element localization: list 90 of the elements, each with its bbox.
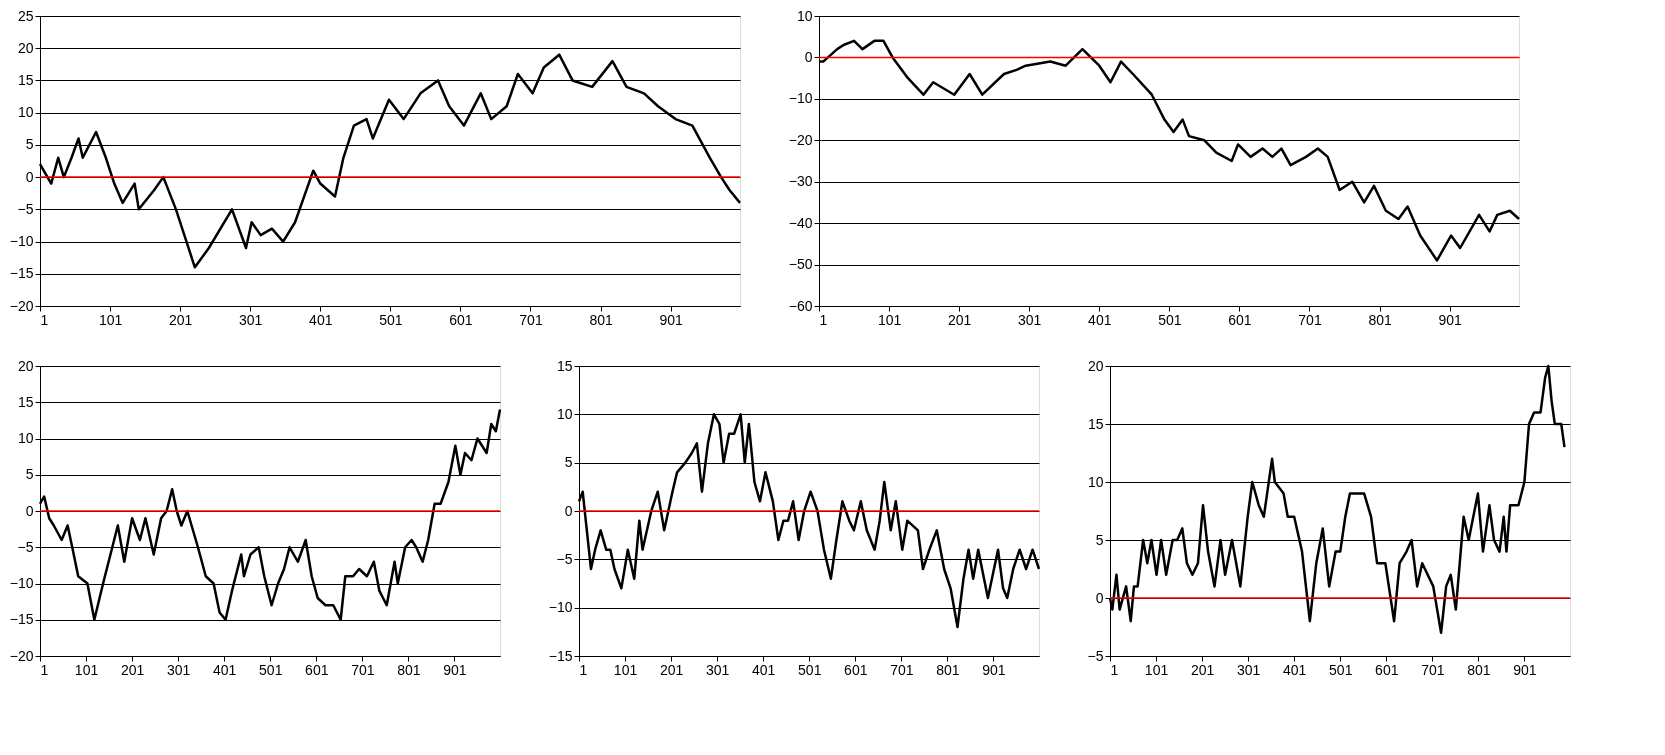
y-tick-label: −60 — [788, 297, 813, 314]
x-tick-label: 701 — [890, 661, 914, 678]
x-tick-label: 801 — [1467, 661, 1491, 678]
x-tick-label: 901 — [443, 661, 467, 678]
x-tick-label: 601 — [1228, 311, 1252, 328]
y-tick-label: 15 — [17, 393, 34, 410]
y-tick-label: 5 — [25, 136, 34, 153]
x-tick-label: 701 — [1298, 311, 1322, 328]
y-tick-label: −5 — [556, 550, 573, 567]
x-tick-label: 301 — [705, 661, 730, 678]
x-tick-label: 201 — [947, 311, 972, 328]
y-tick-label: −10 — [548, 599, 573, 616]
x-tick-label: 101 — [613, 661, 638, 678]
x-tick-label: 401 — [213, 661, 237, 678]
x-tick-label: 601 — [449, 311, 473, 328]
y-tick-label: −10 — [788, 90, 813, 107]
y-tick-label: 10 — [556, 405, 573, 422]
y-tick-label: 10 — [17, 104, 34, 121]
x-tick-label: 101 — [98, 311, 123, 328]
y-tick-label: −20 — [9, 647, 34, 664]
y-tick-label: −40 — [788, 214, 813, 231]
x-tick-label: 501 — [1329, 661, 1353, 678]
x-tick-label: 801 — [1368, 311, 1392, 328]
x-tick-label: 501 — [379, 311, 403, 328]
y-tick-label: 0 — [25, 168, 34, 185]
y-tick-label: 10 — [796, 7, 813, 24]
y-tick-label: 20 — [1087, 357, 1104, 374]
x-tick-label: 801 — [936, 661, 960, 678]
y-tick-label: −5 — [1087, 647, 1104, 664]
y-tick-label: −5 — [17, 200, 34, 217]
x-tick-label: 701 — [351, 661, 375, 678]
x-tick-label: 801 — [589, 311, 613, 328]
x-tick-label: 901 — [1513, 661, 1537, 678]
y-tick-label: 20 — [17, 357, 34, 374]
x-tick-label: 301 — [239, 311, 263, 328]
y-tick-label: −15 — [548, 647, 573, 664]
x-tick-label: 801 — [397, 661, 421, 678]
y-tick-label: −10 — [9, 233, 34, 250]
x-tick-label: 401 — [752, 661, 776, 678]
y-tick-label: −5 — [17, 538, 34, 555]
y-tick-label: 15 — [17, 71, 34, 88]
x-tick-label: 901 — [982, 661, 1006, 678]
y-tick-label: 0 — [1095, 589, 1104, 606]
x-tick-label: 101 — [1144, 661, 1169, 678]
y-tick-label: 10 — [17, 430, 34, 446]
x-tick-label: 201 — [1190, 661, 1215, 678]
y-tick-label: −15 — [9, 265, 34, 282]
y-tick-label: 10 — [1087, 473, 1104, 490]
x-tick-label: 201 — [120, 661, 145, 678]
y-tick-label: 0 — [564, 502, 573, 519]
y-tick-label: −30 — [788, 173, 813, 190]
x-tick-label: 101 — [74, 661, 99, 678]
x-tick-label: 901 — [659, 311, 684, 328]
y-tick-label: −15 — [9, 611, 34, 628]
x-tick-label: 1 — [40, 311, 49, 328]
x-tick-label: 701 — [519, 311, 543, 328]
x-tick-label: 301 — [1018, 311, 1042, 328]
y-tick-label: 5 — [1095, 531, 1104, 548]
x-tick-label: 501 — [259, 661, 283, 678]
y-tick-label: 5 — [25, 466, 34, 483]
x-tick-label: 901 — [1438, 311, 1463, 328]
x-tick-label: 601 — [305, 661, 329, 678]
x-tick-label: 1 — [1110, 661, 1119, 678]
y-tick-label: 20 — [17, 39, 34, 56]
x-tick-label: 301 — [166, 661, 191, 678]
x-tick-label: 201 — [168, 311, 193, 328]
y-tick-label: −20 — [788, 131, 813, 148]
x-tick-label: 1 — [819, 311, 828, 328]
y-tick-label: 0 — [25, 502, 34, 519]
x-tick-label: 401 — [309, 311, 333, 328]
y-tick-label: 0 — [804, 48, 813, 65]
y-tick-label: −10 — [9, 575, 34, 591]
y-tick-label: 25 — [17, 7, 34, 24]
x-tick-label: 501 — [798, 661, 822, 678]
y-tick-label: 15 — [556, 357, 573, 374]
x-tick-label: 501 — [1158, 311, 1182, 328]
x-tick-label: 1 — [40, 661, 49, 678]
y-tick-label: 15 — [1087, 415, 1104, 432]
x-tick-label: 601 — [1375, 661, 1399, 678]
y-tick-label: −20 — [9, 297, 34, 314]
x-tick-label: 1 — [579, 661, 588, 678]
x-tick-label: 201 — [659, 661, 684, 678]
x-tick-label: 701 — [1421, 661, 1445, 678]
x-tick-label: 401 — [1283, 661, 1307, 678]
y-tick-label: 5 — [564, 454, 573, 471]
x-tick-label: 601 — [844, 661, 868, 678]
y-tick-label: −50 — [788, 256, 813, 273]
x-tick-label: 301 — [1236, 661, 1261, 678]
x-tick-label: 101 — [877, 311, 902, 328]
x-tick-label: 401 — [1088, 311, 1112, 328]
